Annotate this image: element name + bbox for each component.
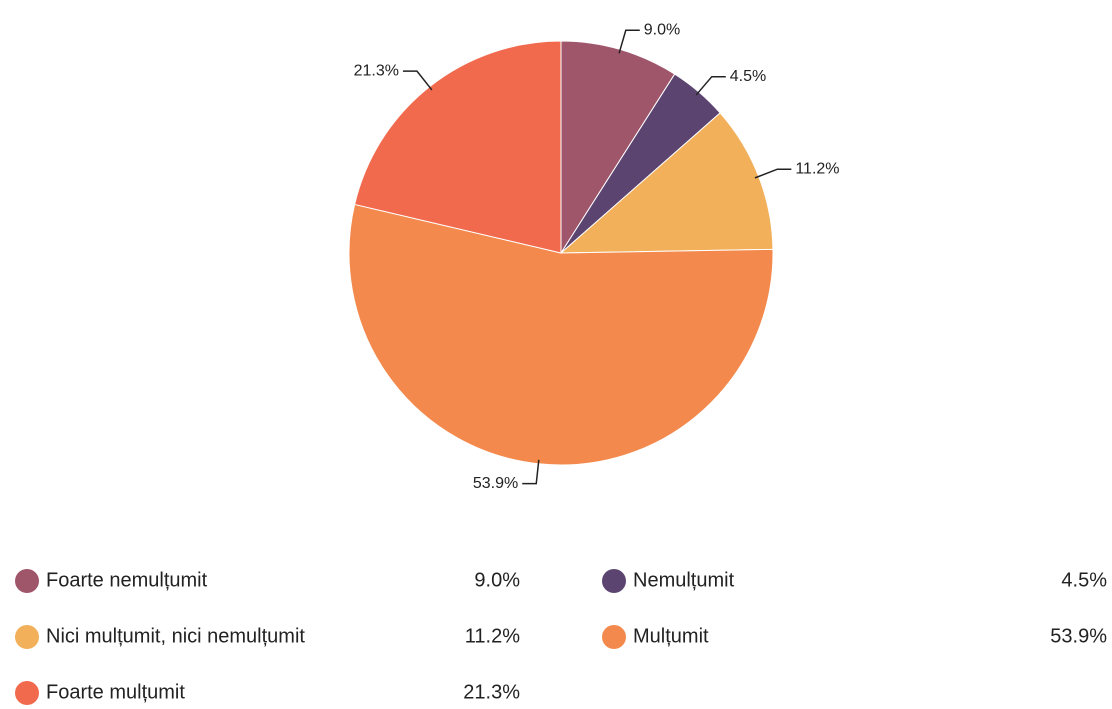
legend-label: Nemulțumit <box>633 569 735 591</box>
legend-label: Foarte mulțumit <box>46 681 185 703</box>
legend-swatch <box>15 681 39 705</box>
slice-label: 4.5% <box>730 68 766 85</box>
leader-line <box>402 70 433 91</box>
legend-value: 4.5% <box>1061 569 1107 591</box>
legend-swatch <box>602 625 626 649</box>
leader-line <box>754 168 792 179</box>
legend-label: Nici mulțumit, nici nemulțumit <box>46 625 305 647</box>
leader-line <box>695 75 726 96</box>
slice-label: 53.9% <box>473 475 518 492</box>
leader-line <box>522 459 540 485</box>
legend-value: 53.9% <box>1050 625 1107 647</box>
slice-label: 11.2% <box>795 160 839 177</box>
legend-label: Mulțumit <box>633 625 709 647</box>
legend-value: 11.2% <box>465 625 520 647</box>
leader-line <box>618 29 640 54</box>
legend-swatch <box>15 625 39 649</box>
legend-label: Foarte nemulțumit <box>46 569 208 591</box>
slice-label: 21.3% <box>354 62 399 79</box>
legend-value: 21.3% <box>463 681 520 703</box>
slice-label: 9.0% <box>644 21 680 38</box>
legend-swatch <box>602 569 626 593</box>
legend-swatch <box>15 569 39 593</box>
legend-value: 9.0% <box>474 569 520 591</box>
